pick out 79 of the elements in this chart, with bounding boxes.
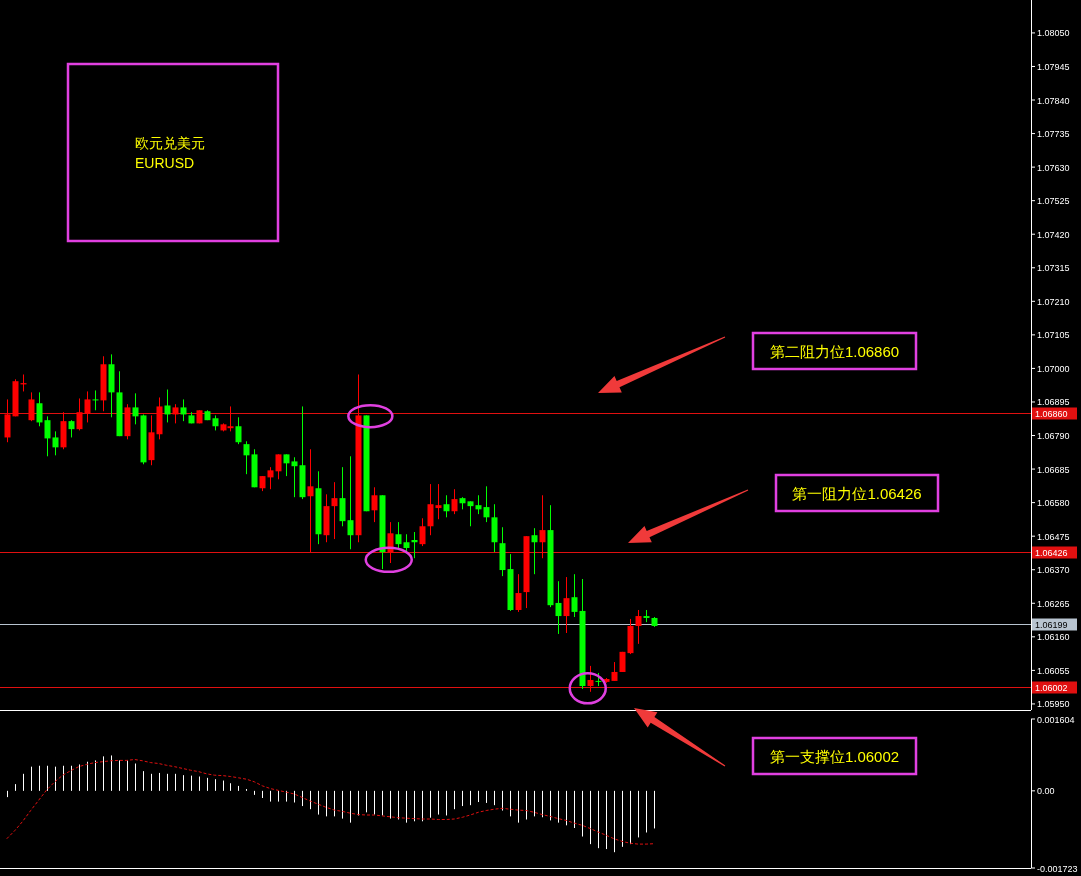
candlestick (467, 500, 474, 527)
candlestick (539, 494, 546, 559)
y-tick-label: 1.06580 (1037, 498, 1070, 509)
candlestick (76, 397, 83, 431)
candlestick (611, 661, 618, 682)
candlestick (243, 440, 250, 475)
candlestick (291, 456, 298, 498)
annotation: 第一阻力位1.06426 (792, 484, 922, 502)
y-tick-label: 1.08050 (1037, 28, 1070, 39)
y-tick-label: 1.07945 (1037, 61, 1070, 72)
y-tick-label: 1.06790 (1037, 431, 1070, 442)
candlestick (283, 453, 290, 477)
annotation: 第一支撑位1.06002 (769, 747, 900, 765)
ref-line-label: 1.06002 (1035, 683, 1068, 693)
y-tick-label: 1.07840 (1037, 95, 1070, 106)
y-tick-label: 1.07315 (1037, 263, 1070, 274)
ref-line-label: 1.06860 (1035, 409, 1068, 419)
candlestick (92, 389, 99, 411)
candlestick (395, 521, 402, 550)
candlestick (635, 609, 642, 645)
candlestick (44, 415, 51, 457)
y-tick-label: 1.06055 (1037, 665, 1070, 676)
y-tick-label: 0.001604 (1037, 714, 1075, 725)
candlestick (180, 398, 187, 422)
y-tick-label: 1.06475 (1037, 531, 1070, 542)
candlestick (419, 517, 426, 547)
candlestick (4, 398, 11, 443)
candlestick (339, 466, 346, 527)
annotation: 欧元兑美元 EURUSD (135, 135, 205, 171)
annotation: 第二阻力位1.06860 (769, 342, 900, 360)
y-tick-label: 1.07525 (1037, 196, 1070, 207)
candlestick (555, 580, 562, 635)
candlestick (36, 391, 43, 427)
y-tick-label: 1.07420 (1037, 229, 1070, 240)
candlestick (451, 488, 458, 515)
candlestick (52, 430, 59, 456)
candlestick (172, 403, 179, 424)
candlestick (483, 485, 490, 523)
candlestick (443, 494, 450, 518)
annotation: 第二阻力位1.06860 (598, 331, 918, 393)
y-tick-label: 1.07630 (1037, 162, 1070, 173)
y-tick-label: -0.001723 (1037, 863, 1078, 874)
candlestick (411, 531, 418, 559)
annotation: 欧元兑美元 EURUSD (66, 62, 280, 243)
candlestick (347, 455, 354, 550)
annotation: 第一阻力位1.06426 (628, 473, 940, 543)
candlestick (531, 527, 538, 575)
candlestick (515, 573, 522, 613)
candlestick (307, 448, 314, 553)
ref-line-label: 1.06426 (1035, 548, 1068, 558)
y-tick-label: 1.07210 (1037, 296, 1070, 307)
y-tick-label: 1.06160 (1037, 632, 1070, 643)
candlestick (475, 494, 482, 515)
y-tick-label: 1.07000 (1037, 363, 1070, 374)
candlestick (28, 391, 35, 422)
y-tick-label: 0.00 (1037, 786, 1055, 797)
candlestick (275, 453, 282, 480)
candlestick (371, 486, 378, 523)
y-tick-label: 1.05950 (1037, 699, 1070, 710)
annotation: 第一支撑位1.06002 (634, 708, 918, 776)
y-tick-label: 1.06895 (1037, 397, 1070, 408)
y-tick-label: 1.06685 (1037, 464, 1070, 475)
candlestick (387, 521, 394, 564)
candlestick (571, 573, 578, 618)
y-tick-label: 1.07735 (1037, 129, 1070, 140)
candlestick (331, 481, 338, 540)
candlestick (587, 665, 594, 693)
y-tick-label: 1.07105 (1037, 330, 1070, 341)
candlestick (267, 466, 274, 490)
candlestick (84, 390, 91, 423)
candlestick (427, 483, 434, 536)
candlestick (235, 416, 242, 445)
y-tick-label: 1.06265 (1037, 598, 1070, 609)
y-tick-label: 1.06370 (1037, 565, 1070, 576)
candlestick (435, 483, 442, 520)
candlestick (563, 576, 570, 634)
ref-line-label: 1.06199 (1035, 620, 1068, 630)
candlestick (132, 392, 139, 425)
candlestick (164, 389, 171, 423)
